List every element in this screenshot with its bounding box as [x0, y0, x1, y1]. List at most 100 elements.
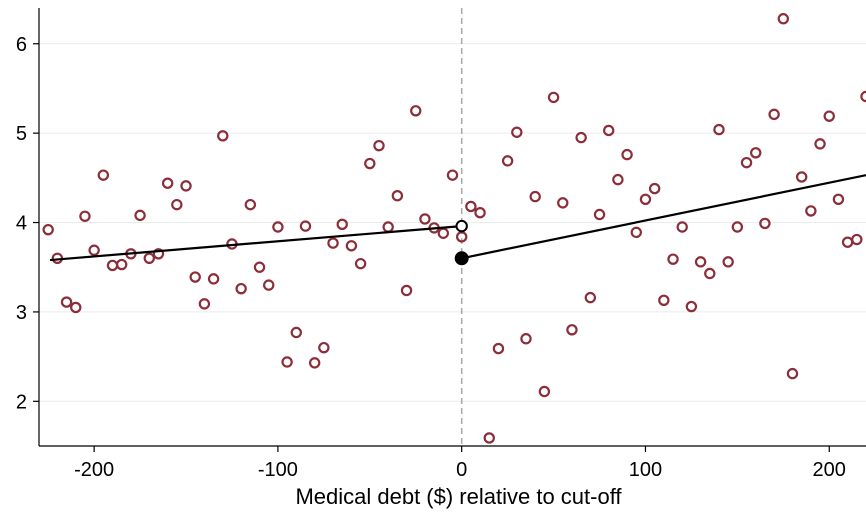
data-point-60	[593, 208, 606, 221]
data-point-28	[299, 220, 312, 232]
data-point-35	[364, 157, 376, 170]
data-point-56	[557, 197, 569, 209]
x-tick-label-1: -100	[258, 459, 298, 481]
data-point-8	[115, 258, 128, 271]
data-point-40	[410, 105, 422, 117]
data-point-51	[511, 126, 523, 138]
data-point-23	[253, 261, 266, 273]
y-tick-label-2: 4	[16, 213, 27, 235]
data-point-73	[713, 123, 725, 136]
data-points	[42, 13, 866, 444]
data-point-30	[318, 341, 330, 354]
x-ticks: -200 -100 0 100 200	[74, 446, 846, 481]
data-point-85	[823, 110, 835, 122]
data-point-6	[97, 169, 110, 181]
data-point-27	[290, 326, 302, 339]
x-tick-label-0: -200	[74, 459, 114, 481]
axes	[38, 8, 866, 447]
y-tick-label-4: 6	[16, 34, 27, 56]
data-point-46	[465, 200, 477, 213]
data-point-75	[731, 221, 744, 233]
data-point-21	[235, 282, 247, 295]
data-point-48	[483, 432, 495, 444]
x-tick-label-2: 0	[456, 459, 467, 481]
y-tick-label-1: 3	[16, 302, 27, 324]
data-point-57	[566, 324, 578, 336]
data-point-72	[704, 267, 716, 280]
data-point-2	[60, 296, 73, 308]
data-point-49	[492, 342, 505, 355]
data-point-39	[400, 284, 413, 297]
data-point-87	[841, 236, 854, 248]
data-point-69	[676, 221, 688, 233]
data-point-44	[446, 169, 459, 181]
data-point-14	[171, 198, 183, 211]
data-point-68	[667, 253, 679, 265]
data-point-29	[308, 357, 321, 369]
data-point-67	[658, 294, 670, 306]
data-point-52	[520, 333, 532, 345]
y-ticks: 2 3 4 5 6	[16, 34, 39, 413]
data-point-86	[832, 193, 845, 205]
data-point-47	[474, 206, 486, 219]
data-point-81	[786, 367, 799, 380]
data-point-7	[106, 259, 119, 272]
data-point-41	[419, 213, 431, 225]
data-point-76	[740, 156, 753, 169]
data-point-78	[759, 217, 771, 230]
data-point-25	[272, 221, 284, 233]
data-point-64	[630, 226, 642, 239]
data-point-66	[648, 182, 661, 195]
data-point-12	[152, 248, 165, 260]
x-axis-title: Medical debt ($) relative to cut-off	[295, 484, 622, 509]
data-point-0	[42, 223, 54, 236]
data-point-53	[529, 190, 541, 203]
data-point-80	[777, 13, 790, 25]
data-point-3	[70, 301, 82, 314]
data-point-16	[189, 271, 201, 283]
x-tick-label-4: 200	[813, 459, 846, 481]
x-tick-label-3: 100	[629, 459, 662, 481]
data-point-79	[768, 108, 780, 121]
data-point-43	[437, 227, 450, 239]
data-point-26	[281, 356, 293, 368]
data-point-59	[584, 291, 597, 304]
data-point-65	[639, 193, 652, 205]
data-point-11	[143, 252, 155, 264]
data-point-17	[198, 298, 211, 310]
data-point-71	[694, 256, 707, 268]
data-point-70	[685, 300, 698, 313]
gridlines	[39, 43, 866, 402]
data-point-5	[88, 244, 100, 256]
data-point-31	[327, 237, 339, 249]
data-point-50	[501, 155, 514, 167]
data-point-77	[750, 147, 762, 159]
data-point-89	[860, 90, 866, 103]
data-point-54	[538, 385, 551, 398]
data-point-36	[373, 139, 385, 152]
data-point-55	[547, 91, 560, 104]
y-tick-label-0: 2	[16, 391, 27, 413]
fit-line-1	[461, 174, 866, 260]
data-point-84	[814, 138, 826, 150]
data-point-83	[805, 205, 817, 217]
data-point-32	[336, 218, 348, 231]
data-point-34	[354, 257, 367, 270]
data-point-15	[180, 180, 192, 192]
data-point-61	[603, 124, 615, 137]
data-point-13	[161, 177, 174, 189]
data-point-88	[851, 233, 863, 246]
data-point-19	[217, 130, 229, 142]
fit-lines	[49, 174, 866, 266]
endpoint-filled	[454, 251, 469, 266]
data-point-33	[345, 240, 358, 252]
data-point-62	[612, 173, 624, 186]
data-point-74	[722, 256, 734, 268]
endpoint-open	[455, 219, 468, 233]
data-point-18	[207, 273, 220, 285]
data-point-4	[79, 210, 91, 222]
data-point-10	[134, 209, 146, 222]
data-point-58	[575, 131, 587, 144]
data-point-38	[391, 190, 404, 202]
